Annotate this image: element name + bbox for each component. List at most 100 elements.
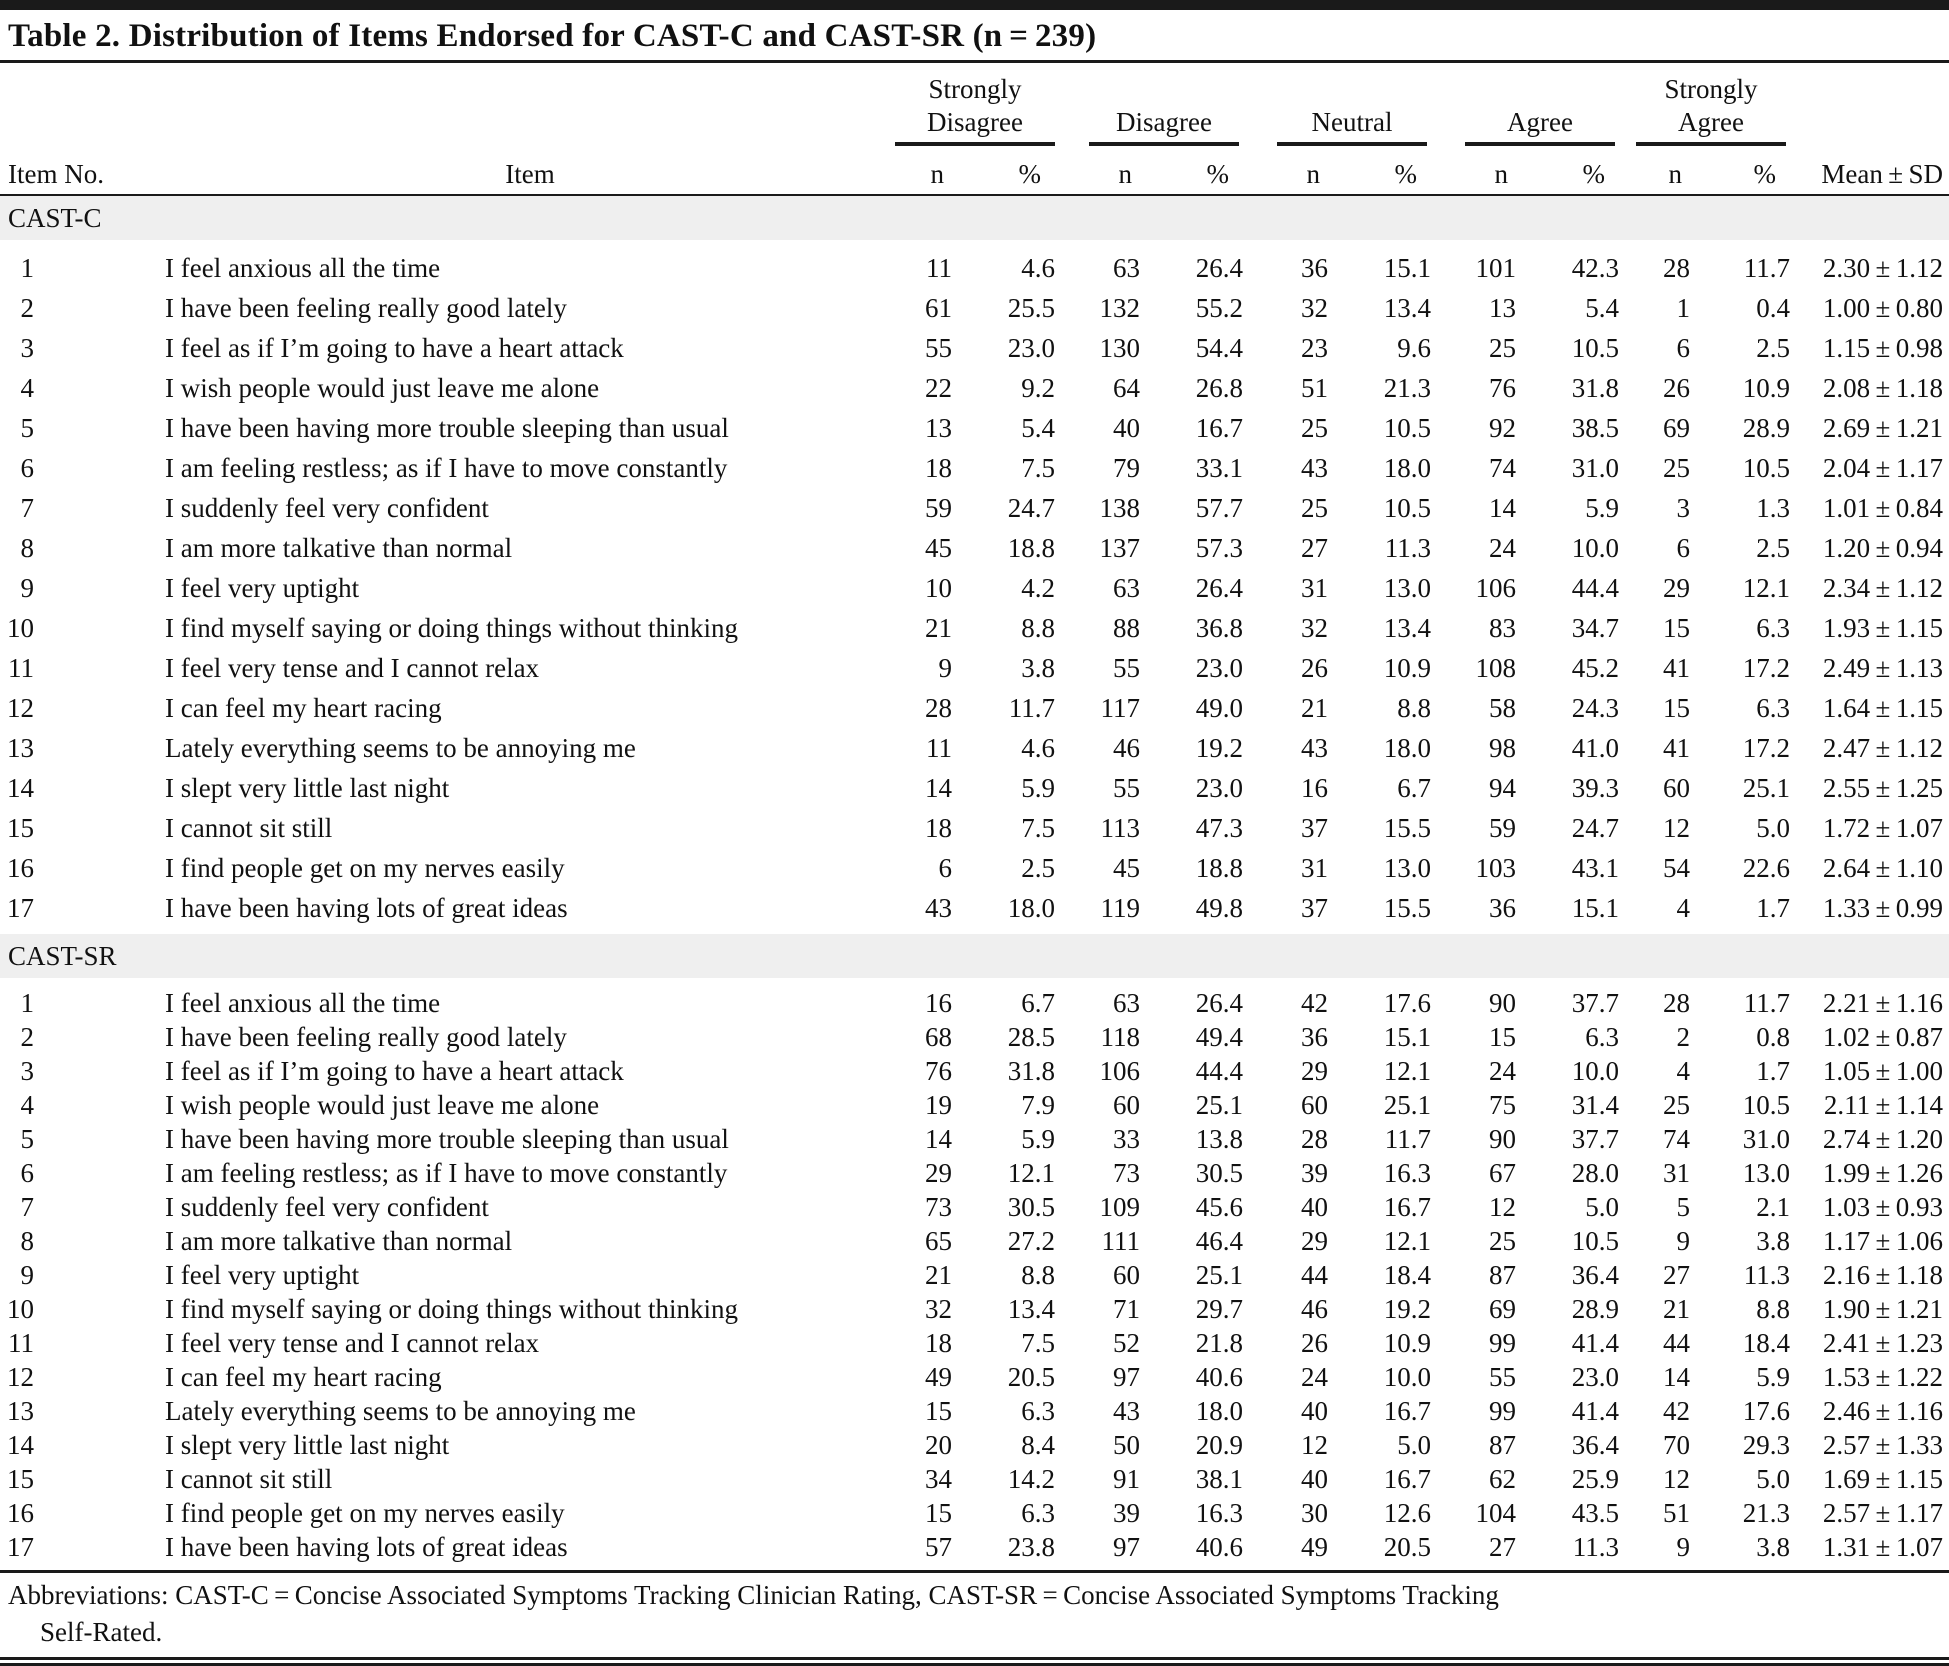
item-row: 10 I find myself saying or doing things w… <box>0 1292 1949 1326</box>
pct-cell: 0.8 <box>1756 1022 1790 1052</box>
item-no-cell: 8 <box>20 1226 35 1256</box>
pct-cell: 6.3 <box>1585 1022 1619 1052</box>
item-no-cell: 4 <box>20 373 35 403</box>
n-cell: 3 <box>1676 493 1691 523</box>
mean-sd-cell: 1.17 ± 1.06 <box>1822 1226 1943 1256</box>
pct-cell: 44.4 <box>1195 1056 1243 1086</box>
item-no-cell: 11 <box>8 653 34 683</box>
n-cell: 37 <box>1301 813 1328 843</box>
n-cell: 11 <box>926 733 952 763</box>
pct-cell: 10.5 <box>1742 1090 1790 1120</box>
item-no-cell: 4 <box>20 1090 35 1120</box>
item-row: 6 I am feeling restless; as if I have to … <box>0 1156 1949 1190</box>
pct-cell: 1.7 <box>1756 1056 1790 1086</box>
n-cell: 29 <box>1301 1226 1328 1256</box>
item-row: 7 I suddenly feel very confident 73 30.5 109… <box>0 1190 1949 1224</box>
n-cell: 71 <box>1113 1294 1140 1324</box>
n-cell: 44 <box>1663 1328 1690 1358</box>
pct-cell: 10.5 <box>1571 1226 1619 1256</box>
pct-cell: 21.3 <box>1742 1498 1790 1528</box>
item-row: 8 I am more talkative than normal 45 18.8 13… <box>0 528 1949 568</box>
n-cell: 108 <box>1475 653 1517 683</box>
pct-cell: 8.8 <box>1021 613 1055 643</box>
item-row: 3 I feel as if I’m going to have a heart … <box>0 328 1949 368</box>
item-no-cell: 2 <box>20 293 35 323</box>
pct-cell: 16.3 <box>1383 1158 1431 1188</box>
item-row: 7 I suddenly feel very confident 59 24.7 138… <box>0 488 1949 528</box>
n-cell: 52 <box>1113 1328 1140 1358</box>
mean-sd-cell: 2.57 ± 1.17 <box>1822 1498 1943 1528</box>
n-cell: 76 <box>1489 373 1516 403</box>
pct-cell: 57.3 <box>1195 533 1243 563</box>
group-label-line2: Disagree <box>1116 107 1212 137</box>
pct-cell: 27.2 <box>1007 1226 1055 1256</box>
group-underline <box>1636 142 1786 146</box>
n-cell: 43 <box>1301 453 1328 483</box>
pct-cell: 17.2 <box>1742 733 1790 763</box>
pct-cell: 25.1 <box>1195 1260 1243 1290</box>
n-cell: 97 <box>1113 1362 1140 1392</box>
n-cell: 69 <box>1663 413 1690 443</box>
n-cell: 24 <box>1489 1056 1516 1086</box>
item-no-cell: 9 <box>20 573 35 603</box>
table-top-rule <box>0 0 1949 10</box>
pct-cell: 13.4 <box>1007 1294 1055 1324</box>
mean-sd-cell: 1.64 ± 1.15 <box>1822 693 1943 723</box>
n-cell: 16 <box>925 988 952 1018</box>
pct-cell: 10.9 <box>1383 653 1431 683</box>
n-cell: 98 <box>1489 733 1516 763</box>
pct-cell: 18.0 <box>1007 893 1055 923</box>
group-underline <box>1089 142 1239 146</box>
item-row: 12 I can feel my heart racing 28 11.7 117 49.… <box>0 688 1949 728</box>
mean-sd-cell: 2.64 ± 1.10 <box>1822 853 1943 883</box>
n-cell: 28 <box>1663 253 1690 283</box>
n-cell: 37 <box>1301 893 1328 923</box>
mean-sd-cell: 1.03 ± 0.93 <box>1822 1192 1943 1222</box>
mean-sd-cell: 2.21 ± 1.16 <box>1822 988 1943 1018</box>
n-cell: 50 <box>1113 1430 1140 1460</box>
n-cell: 103 <box>1475 853 1517 883</box>
n-cell: 104 <box>1475 1498 1517 1528</box>
n-cell: 69 <box>1489 1294 1516 1324</box>
n-cell: 32 <box>925 1294 952 1324</box>
footnote-line1: Abbreviations: CAST-C = Concise Associat… <box>8 1580 1499 1610</box>
mean-sd-cell: 2.69 ± 1.21 <box>1822 413 1943 443</box>
item-no-cell: 16 <box>7 853 34 883</box>
n-cell: 20 <box>925 1430 952 1460</box>
n-cell: 63 <box>1113 988 1140 1018</box>
n-cell: 75 <box>1489 1090 1516 1120</box>
pct-cell: 6.3 <box>1021 1498 1055 1528</box>
n-cell: 64 <box>1113 373 1140 403</box>
pct-cell: 18.8 <box>1195 853 1243 883</box>
item-row: 4 I wish people would just leave me alone… <box>0 1088 1949 1122</box>
n-cell: 63 <box>1113 573 1140 603</box>
column-header-row: Item No. Item n % n % n % n % n % Mean ±… <box>0 146 1949 196</box>
pct-cell: 40.6 <box>1195 1362 1243 1392</box>
item-text-cell: I have been feeling really good lately <box>165 1022 567 1052</box>
item-no-cell: 5 <box>20 1124 35 1154</box>
pct-cell: 24.7 <box>1571 813 1619 843</box>
pct-cell: 8.8 <box>1397 693 1431 723</box>
n-cell: 21 <box>925 1260 952 1290</box>
n-cell: 91 <box>1113 1464 1140 1494</box>
group-label: Neutral <box>1277 106 1427 139</box>
mean-sd-cell: 1.90 ± 1.21 <box>1822 1294 1943 1324</box>
pct-cell: 29.3 <box>1742 1430 1790 1460</box>
pct-cell: 26.4 <box>1195 988 1243 1018</box>
n-cell: 9 <box>1676 1532 1691 1562</box>
item-no-cell: 1 <box>20 253 35 283</box>
pct-cell: 5.9 <box>1585 493 1619 523</box>
n-header: n <box>760 146 952 196</box>
pct-cell: 19.2 <box>1195 733 1243 763</box>
footnote-line2: Self-Rated. <box>40 1617 163 1647</box>
n-cell: 25 <box>1489 333 1516 363</box>
item-no-cell: 12 <box>7 1362 34 1392</box>
pct-cell: 4.6 <box>1021 733 1055 763</box>
pct-cell: 16.7 <box>1383 1464 1431 1494</box>
item-text-cell: I feel as if I’m going to have a heart a… <box>165 333 624 363</box>
pct-cell: 10.5 <box>1571 333 1619 363</box>
n-cell: 21 <box>1301 693 1328 723</box>
item-row: 13 Lately everything seems to be annoying… <box>0 1394 1949 1428</box>
table-header: Strongly Disagree Disagree Neutral Agree … <box>0 63 1949 196</box>
